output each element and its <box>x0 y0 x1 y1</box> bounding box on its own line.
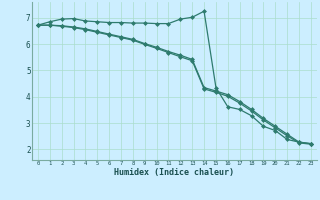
X-axis label: Humidex (Indice chaleur): Humidex (Indice chaleur) <box>115 168 234 177</box>
